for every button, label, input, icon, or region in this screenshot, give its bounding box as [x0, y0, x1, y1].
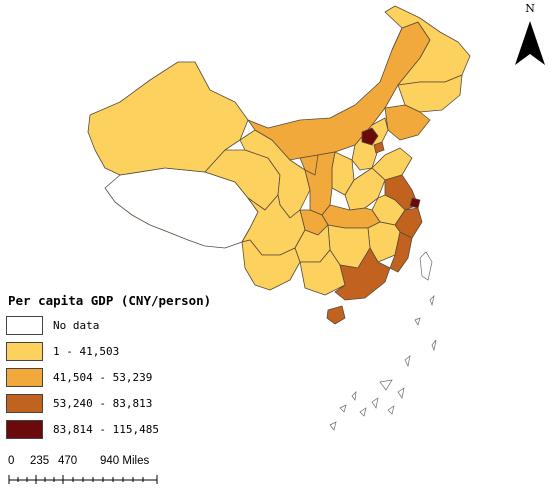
- scale-bar: 0 235 470 940 Miles: [8, 455, 168, 489]
- legend-item: 83,814 - 115,485: [6, 419, 256, 440]
- legend-label: 1 - 41,503: [53, 345, 120, 358]
- legend-swatch-class-1: [6, 342, 43, 361]
- province-tianjin: [373, 141, 385, 154]
- scale-labels: 0 235 470 940 Miles: [8, 455, 168, 471]
- legend-item: No data: [6, 315, 256, 336]
- island-taiwan: [419, 251, 433, 281]
- scale-label-470: 470: [58, 455, 78, 467]
- legend-swatch-class-4: [6, 420, 43, 439]
- legend-title: Per capita GDP (CNY/person): [8, 293, 212, 308]
- province-ningxia: [299, 154, 319, 176]
- scale-bar-line: [8, 475, 158, 484]
- legend-label: No data: [53, 319, 100, 332]
- scale-label-940: 940 Miles: [100, 455, 150, 467]
- province-guangdong: [334, 247, 391, 301]
- legend-label: 83,814 - 115,485: [53, 423, 159, 436]
- legend-item: 41,504 - 53,239: [6, 367, 256, 388]
- province-hainan: [326, 305, 346, 325]
- province-liaoning: [384, 104, 431, 141]
- island-outlines: [329, 294, 437, 431]
- legend: Per capita GDP (CNY/person) No data 1 - …: [6, 293, 256, 445]
- legend-label: 53,240 - 83,813: [53, 397, 153, 410]
- legend-item: 1 - 41,503: [6, 341, 256, 362]
- north-arrow-icon: [515, 21, 545, 65]
- province-beijing: [361, 127, 379, 146]
- north-label: N: [525, 2, 535, 15]
- legend-label: 41,504 - 53,239: [53, 371, 153, 384]
- scale-label-235: 235: [30, 455, 50, 467]
- scale-label-0: 0: [8, 455, 15, 467]
- legend-swatch-no-data: [6, 316, 43, 335]
- north-arrow: N: [512, 2, 548, 65]
- legend-swatch-class-2: [6, 368, 43, 387]
- province-shanghai: [409, 197, 421, 209]
- legend-swatch-class-3: [6, 394, 43, 413]
- legend-item: 53,240 - 83,813: [6, 393, 256, 414]
